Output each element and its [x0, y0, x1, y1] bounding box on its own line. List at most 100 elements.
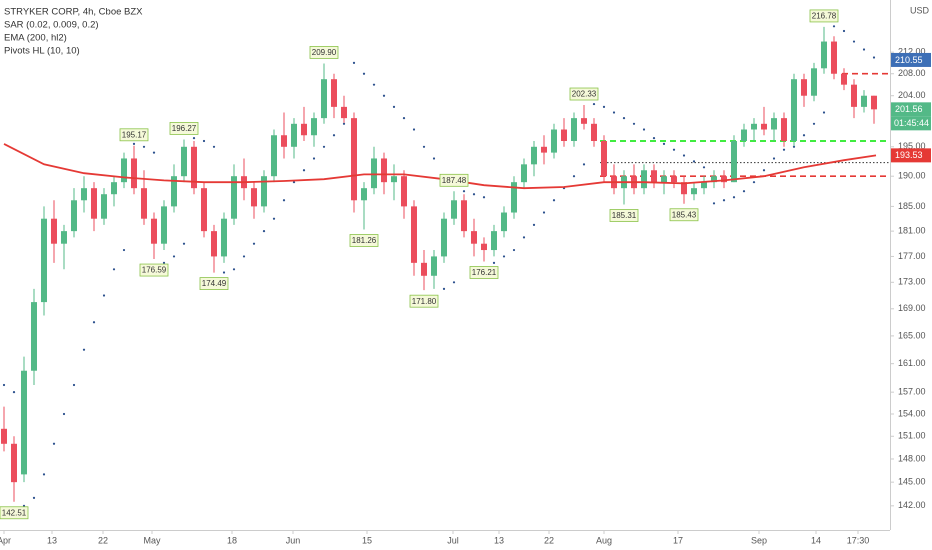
candle-body	[191, 146, 197, 189]
candle-body	[591, 123, 597, 142]
pivot-box	[349, 234, 379, 247]
candle-body	[111, 182, 117, 195]
price-tag	[891, 52, 931, 67]
pivot-label: 185.43	[672, 210, 697, 219]
candle-body	[141, 188, 147, 219]
y-tick-label: 204.00	[898, 90, 926, 100]
candle-body	[341, 106, 347, 119]
sar-dot	[382, 94, 386, 97]
candle-body	[741, 129, 747, 142]
candle-body	[721, 176, 727, 183]
sar-dot	[572, 175, 576, 178]
candle-body	[301, 123, 307, 136]
sar-dot	[872, 56, 876, 59]
candle-body	[41, 218, 47, 303]
pivot-label: 171.80	[412, 297, 437, 306]
y-tick-label: 148.00	[898, 453, 926, 463]
sar-dot	[102, 294, 106, 297]
candle-body	[461, 200, 467, 232]
pivot-label: 176.21	[472, 268, 497, 277]
candle-body	[331, 79, 337, 107]
y-tick-label: 154.00	[898, 408, 926, 418]
sar-dot	[772, 157, 776, 160]
pivot-box	[669, 208, 699, 222]
candle-body	[151, 218, 157, 244]
candle-body	[91, 188, 97, 219]
y-tick-label: 212.00	[898, 47, 926, 57]
candle-body	[681, 182, 687, 195]
pivot-label: 187.48	[442, 176, 467, 185]
y-tick-label: 142.00	[898, 500, 926, 510]
candle-body	[551, 129, 557, 153]
y-tick-label: 185.00	[898, 201, 926, 211]
y-tick-label: 190.00	[898, 171, 926, 181]
sar-dot	[522, 236, 526, 239]
pivot-label: 202.33	[572, 90, 597, 99]
legend-pivots: Pivots HL (10, 10)	[4, 46, 80, 57]
sar-dot	[812, 122, 816, 125]
candle-body	[531, 146, 537, 165]
x-tick-label: 17	[673, 535, 683, 545]
candle-body	[601, 141, 607, 177]
sar-dot	[142, 145, 146, 148]
candle-body	[351, 118, 357, 201]
candle-body	[171, 176, 177, 207]
sar-dot	[372, 83, 376, 86]
x-tick-label: 13	[47, 535, 57, 545]
countdown-box	[891, 116, 931, 131]
sar-dot	[422, 145, 426, 148]
sar-dot	[782, 148, 786, 151]
sar-dot	[72, 383, 76, 387]
pivot-label: 181.26	[352, 236, 377, 245]
x-tick-label: Jul	[447, 535, 459, 545]
candle-body	[541, 146, 547, 153]
candle-body	[501, 212, 507, 232]
y-tick-label: 208.00	[898, 68, 926, 78]
sar-dot	[352, 61, 356, 65]
pivot-label: 185.31	[612, 211, 637, 220]
sar-dot	[32, 496, 36, 499]
candle-body	[861, 95, 867, 107]
candle-body	[451, 200, 457, 219]
pivot-box	[439, 173, 469, 187]
sar-dot	[192, 137, 196, 140]
sar-dot	[482, 196, 486, 199]
sar-dot	[202, 139, 206, 143]
candle-body	[321, 79, 327, 119]
sar-dot	[232, 268, 236, 271]
candle-body	[11, 443, 17, 483]
sar-dot	[822, 111, 826, 114]
sar-dot	[792, 145, 796, 148]
x-tick-label: Sep	[751, 535, 767, 545]
candle-body	[561, 129, 567, 142]
pivot-box	[809, 9, 839, 23]
sar-dot	[602, 105, 606, 108]
x-tick-label: 17:30	[847, 535, 870, 545]
candle-body	[431, 256, 437, 276]
candle-body	[1, 428, 7, 444]
sar-dot	[712, 202, 716, 205]
sar-dot	[242, 255, 246, 258]
y-tick-label: 151.00	[898, 431, 926, 441]
sar-dot	[312, 157, 316, 160]
candle-body	[381, 158, 387, 183]
y-tick-label: 161.00	[898, 358, 926, 368]
legend-sar: SAR (0.02, 0.009, 0.2)	[4, 20, 99, 31]
candle-body	[51, 218, 57, 244]
sar-dot	[412, 128, 416, 131]
candle-body	[661, 176, 667, 183]
sar-dot	[212, 145, 216, 148]
sar-dot	[612, 111, 616, 114]
pivot-box	[199, 277, 229, 290]
candle-body	[281, 135, 287, 147]
price-tag	[891, 148, 931, 163]
pivot-box	[609, 209, 639, 222]
pivot-label: 196.27	[172, 124, 197, 133]
pivot-label: 176.59	[142, 266, 167, 275]
sar-dot	[462, 190, 466, 193]
x-tick-label: 15	[362, 535, 372, 545]
candle-body	[571, 118, 577, 142]
pivot-box	[469, 266, 499, 279]
sar-dot	[742, 190, 746, 193]
